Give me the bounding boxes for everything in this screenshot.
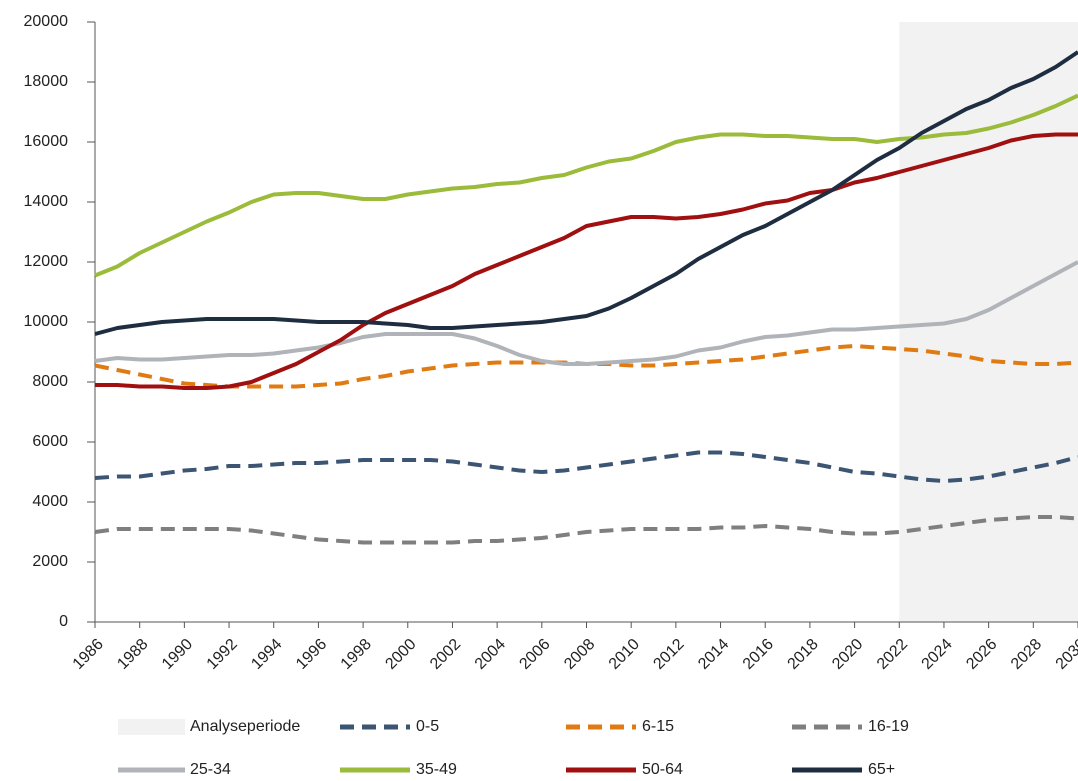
x-tick-label: 1988 (114, 636, 151, 673)
series-line (94, 260, 1078, 366)
legend-label: 25-34 (190, 761, 231, 778)
x-tick-label: 2008 (561, 636, 598, 673)
y-tick-label: 14000 (24, 193, 69, 210)
x-tick-label: 2012 (650, 636, 687, 673)
x-tick-label: 2004 (472, 636, 509, 673)
x-tick-label: 2018 (785, 636, 822, 673)
legend-label: 0-5 (416, 718, 439, 735)
series-line (94, 50, 1078, 336)
series-line (95, 132, 1078, 390)
y-tick-label: 12000 (24, 253, 69, 270)
y-tick-label: 2000 (32, 553, 68, 570)
x-tick-label: 1998 (338, 636, 375, 673)
legend-item: 50-64 (566, 761, 683, 778)
x-tick-label: 2022 (874, 636, 911, 673)
legend-item: 16-19 (792, 718, 909, 735)
legend-swatch (118, 719, 185, 735)
legend-label: 50-64 (642, 761, 683, 778)
legend-label: Analyseperiode (190, 718, 300, 735)
shaded-region (899, 22, 1078, 622)
y-tick-label: 6000 (32, 433, 68, 450)
x-tick-label: 2020 (829, 636, 866, 673)
x-tick-label: 2024 (919, 636, 956, 673)
legend-label: 65+ (868, 761, 895, 778)
y-tick-label: 20000 (24, 13, 69, 30)
x-tick-label: 2002 (427, 636, 464, 673)
x-tick-label: 1986 (70, 636, 107, 673)
y-tick-label: 18000 (24, 73, 69, 90)
y-tick-label: 8000 (32, 373, 68, 390)
x-tick-label: 1990 (159, 636, 196, 673)
y-tick-label: 10000 (24, 313, 69, 330)
y-tick-label: 0 (59, 613, 68, 630)
legend-label: 16-19 (868, 718, 909, 735)
legend-item: 6-15 (566, 718, 674, 735)
x-tick-label: 2014 (695, 636, 732, 673)
x-tick-label: 1992 (204, 636, 241, 673)
x-tick-label: 2006 (516, 636, 553, 673)
legend-item: Analyseperiode (118, 718, 300, 735)
series-line (94, 450, 1078, 483)
y-tick-label: 4000 (32, 493, 68, 510)
legend-label: 35-49 (416, 761, 457, 778)
x-tick-label: 2030 (1053, 636, 1078, 673)
x-tick-label: 2026 (963, 636, 1000, 673)
legend-item: 0-5 (340, 718, 439, 735)
x-tick-label: 1996 (293, 636, 330, 673)
legend-item: 35-49 (340, 761, 457, 778)
legend-item: 65+ (792, 761, 895, 778)
x-tick-label: 1994 (248, 636, 285, 673)
x-tick-label: 2010 (606, 636, 643, 673)
legend-item: 25-34 (118, 761, 231, 778)
x-tick-label: 2016 (740, 636, 777, 673)
x-tick-label: 2028 (1008, 636, 1045, 673)
y-tick-label: 16000 (24, 133, 69, 150)
x-tick-label: 2000 (382, 636, 419, 673)
legend-label: 6-15 (642, 718, 674, 735)
series-line (94, 515, 1078, 545)
